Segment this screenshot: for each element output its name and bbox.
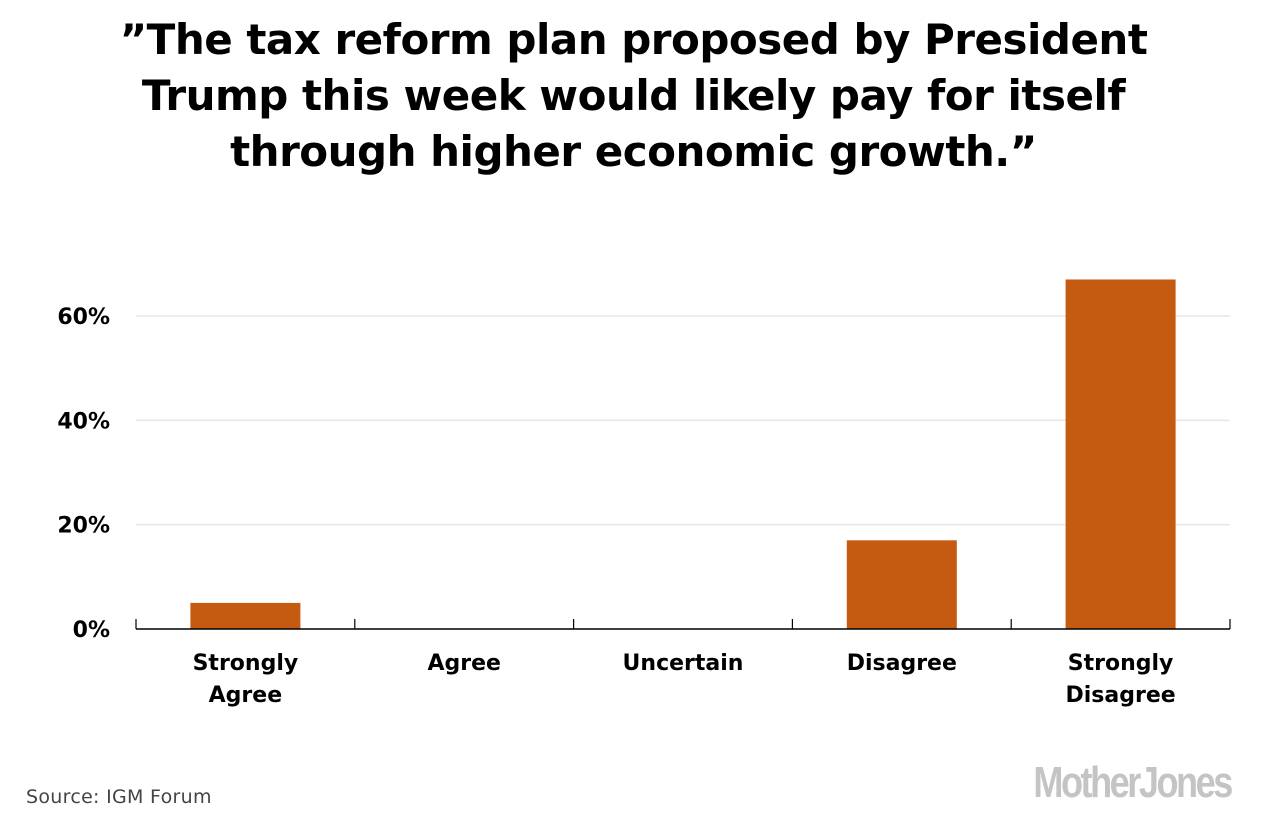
x-tick-label: Disagree xyxy=(847,651,957,676)
x-tick-label: Strongly Agree xyxy=(193,651,299,708)
bars xyxy=(190,279,1176,629)
bar-strongly-agree xyxy=(190,602,301,629)
y-tick-label: 40% xyxy=(57,409,110,434)
x-tick-label: Agree xyxy=(427,651,500,676)
source-note: Source: IGM Forum xyxy=(26,786,212,808)
bar-strongly-disagree xyxy=(1065,279,1176,629)
y-tick-label: 20% xyxy=(57,514,110,539)
x-tick-label: Strongly Disagree xyxy=(1066,651,1176,708)
x-tick-label: Uncertain xyxy=(623,651,744,676)
y-axis-tick-labels: 0% 20% 40% 60% xyxy=(57,305,110,643)
y-tick-label: 60% xyxy=(57,305,110,330)
chart-title-line: Trump this week would likely pay for its… xyxy=(141,71,1126,120)
mother-jones-logo: MotherJones xyxy=(1033,758,1234,807)
x-axis xyxy=(135,619,1231,630)
chart-title-line: ”The tax reform plan proposed by Preside… xyxy=(119,15,1148,64)
chart-title: ”The tax reform plan proposed by Preside… xyxy=(0,12,1267,180)
y-tick-label: 0% xyxy=(73,618,110,643)
gridlines xyxy=(136,315,1230,526)
bar-disagree xyxy=(846,540,957,629)
x-axis-tick-labels: Strongly Agree Agree Uncertain Disagree Stron… xyxy=(193,651,1176,708)
chart-title-line: through higher economic growth.” xyxy=(230,127,1037,176)
